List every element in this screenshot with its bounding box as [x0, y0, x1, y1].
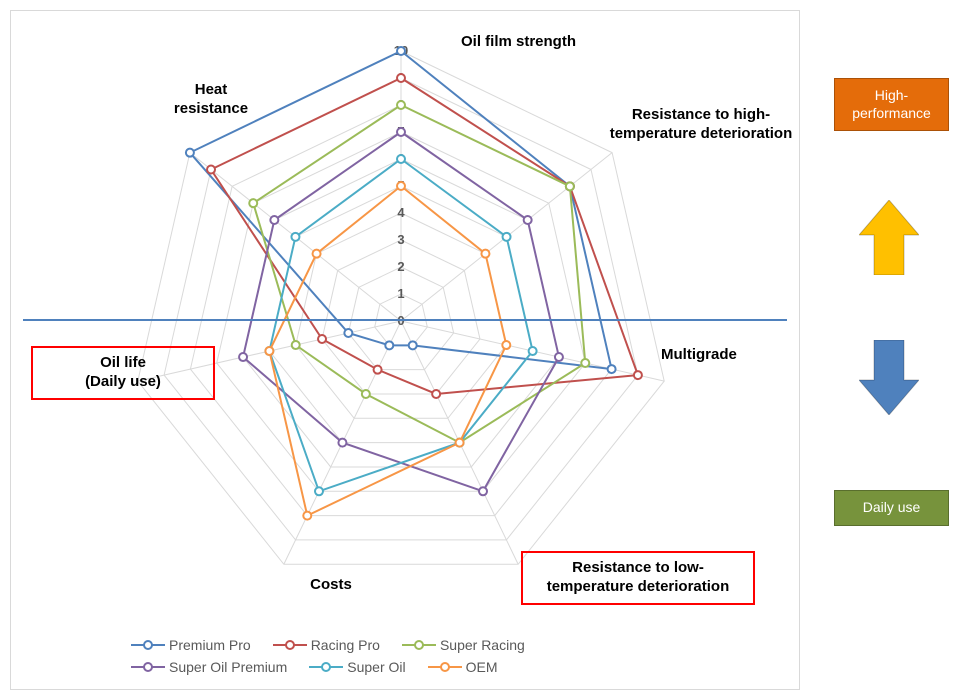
series-marker	[456, 439, 464, 447]
legend-item: OEM	[428, 659, 498, 675]
series-marker	[291, 233, 299, 241]
series-marker	[479, 487, 487, 495]
daily-use-label: Daily use	[839, 499, 944, 517]
series-marker	[362, 390, 370, 398]
high-performance-label: High-performance	[839, 87, 944, 122]
series-marker	[385, 341, 393, 349]
series-marker	[503, 233, 511, 241]
axis-tick-label: 3	[397, 232, 404, 247]
series-marker	[524, 216, 532, 224]
legend-label: Super Racing	[440, 637, 525, 653]
category-label: Multigrade	[661, 346, 801, 365]
category-label: Heatresistance	[141, 81, 281, 119]
category-label: Oil life(Daily use)	[31, 346, 215, 400]
arrow-down-icon	[859, 340, 919, 420]
legend-item: Racing Pro	[273, 637, 380, 653]
legend-item: Super Racing	[402, 637, 525, 653]
legend-swatch-icon	[309, 660, 343, 674]
series-marker	[502, 341, 510, 349]
series-marker	[634, 371, 642, 379]
legend-label: Racing Pro	[311, 637, 380, 653]
arrow-up-icon	[859, 200, 919, 280]
legend-swatch-icon	[402, 638, 436, 652]
radar-chart-panel: 012345678910 Oil film strengthResistance…	[10, 10, 800, 690]
series-marker	[344, 329, 352, 337]
series-marker	[608, 365, 616, 373]
series-marker	[303, 512, 311, 520]
series-marker	[338, 439, 346, 447]
category-label: Resistance to high-temperature deteriora…	[601, 106, 801, 144]
series-marker	[409, 341, 417, 349]
category-label: Resistance to low-temperature deteriorat…	[521, 551, 755, 605]
series-marker	[529, 347, 537, 355]
series-marker	[313, 250, 321, 258]
series-marker	[481, 250, 489, 258]
daily-use-tag: Daily use	[834, 490, 949, 526]
series-marker	[397, 128, 405, 136]
legend-label: OEM	[466, 659, 498, 675]
legend-item: Super Oil Premium	[131, 659, 287, 675]
axis-tick-label: 2	[397, 259, 404, 274]
series-marker	[318, 335, 326, 343]
series-marker	[374, 366, 382, 374]
series-marker	[265, 347, 273, 355]
series-marker	[249, 199, 257, 207]
series-marker	[432, 390, 440, 398]
legend-label: Premium Pro	[169, 637, 251, 653]
legend-label: Super Oil	[347, 659, 405, 675]
series-marker	[397, 155, 405, 163]
series-marker	[397, 101, 405, 109]
series-marker	[397, 182, 405, 190]
series-marker	[397, 47, 405, 55]
category-label: Costs	[271, 576, 391, 595]
divider-line	[23, 319, 787, 321]
legend-swatch-icon	[131, 638, 165, 652]
category-label: Oil film strength	[461, 33, 661, 52]
series-marker	[239, 353, 247, 361]
series-marker	[555, 353, 563, 361]
legend-item: Super Oil	[309, 659, 405, 675]
series-marker	[566, 182, 574, 190]
legend-label: Super Oil Premium	[169, 659, 287, 675]
series-marker	[397, 74, 405, 82]
series-marker	[186, 149, 194, 157]
series-marker	[315, 487, 323, 495]
legend-item: Premium Pro	[131, 637, 251, 653]
legend-swatch-icon	[131, 660, 165, 674]
legend-swatch-icon	[273, 638, 307, 652]
series-marker	[270, 216, 278, 224]
high-performance-tag: High-performance	[834, 78, 949, 131]
legend: Premium Pro Racing Pro Super Racing Super O…	[131, 637, 691, 681]
series-marker	[207, 165, 215, 173]
axis-tick-label: 1	[397, 286, 404, 301]
series-marker	[292, 341, 300, 349]
axis-tick-label: 4	[397, 205, 405, 220]
legend-swatch-icon	[428, 660, 462, 674]
series-marker	[581, 359, 589, 367]
series-line	[253, 105, 585, 443]
